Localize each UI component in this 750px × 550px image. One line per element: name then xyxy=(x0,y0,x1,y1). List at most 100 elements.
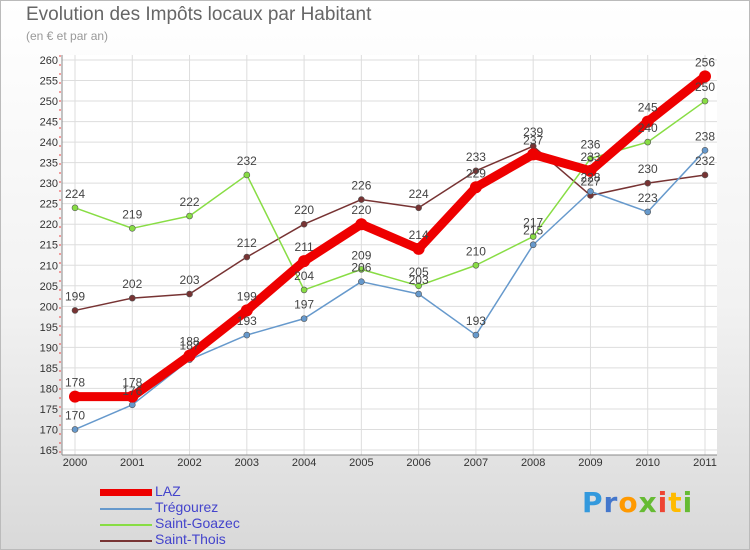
data-point xyxy=(358,278,365,285)
y-tick-label: 255 xyxy=(40,76,58,88)
data-point xyxy=(240,304,253,317)
x-tick-label: 2008 xyxy=(521,457,545,469)
legend-label: LAZ xyxy=(155,483,181,499)
data-label: 232 xyxy=(237,154,257,168)
legend-item-laz: LAZ xyxy=(100,483,320,500)
y-tick-label: 205 xyxy=(40,281,58,293)
legend-swatch-saint-goazec xyxy=(100,524,152,526)
data-point xyxy=(358,196,365,203)
y-tick-label: 165 xyxy=(40,445,58,457)
data-label: 212 xyxy=(237,236,257,250)
data-label: 233 xyxy=(580,150,600,164)
logo-letter: r xyxy=(603,486,619,519)
y-tick-label: 190 xyxy=(40,342,58,354)
data-point xyxy=(415,204,422,212)
y-tick-label: 220 xyxy=(40,219,58,231)
series-line-laz xyxy=(70,71,710,402)
data-label: 197 xyxy=(294,298,314,312)
data-point xyxy=(529,241,537,249)
logo-letter: i xyxy=(657,486,669,519)
data-label: 199 xyxy=(65,289,85,303)
data-label: 237 xyxy=(523,133,543,147)
data-label: 203 xyxy=(180,273,200,287)
x-tick-label: 2000 xyxy=(63,457,87,469)
y-tick-label: 250 xyxy=(40,96,58,108)
legend: LAZ Trégourez Saint-Goazec Saint-Thois xyxy=(100,483,320,548)
x-tick-label: 2002 xyxy=(177,457,201,469)
data-label: 232 xyxy=(695,154,715,168)
logo-letter: x xyxy=(638,486,658,519)
data-point xyxy=(415,290,422,298)
data-point xyxy=(71,307,79,314)
legend-item-saint-goazec: Saint-Goazec xyxy=(100,515,320,532)
data-label: 239 xyxy=(523,125,543,139)
data-label: 220 xyxy=(351,203,371,217)
data-point xyxy=(355,218,368,231)
data-label: 209 xyxy=(351,248,371,262)
data-label: 236 xyxy=(580,138,600,152)
data-label: 256 xyxy=(695,55,715,69)
data-point xyxy=(183,349,196,362)
legend-item-saint-thois: Saint-Thois xyxy=(100,531,320,548)
data-point xyxy=(69,390,81,403)
data-point xyxy=(128,225,136,232)
data-label: 187 xyxy=(180,339,200,353)
data-point xyxy=(701,147,709,154)
series-line-saint-goazec xyxy=(74,100,706,291)
data-point xyxy=(527,148,540,161)
legend-swatch-laz xyxy=(100,489,152,496)
data-point xyxy=(300,220,308,228)
data-label: 245 xyxy=(638,101,658,115)
data-label: 199 xyxy=(237,289,257,303)
data-point xyxy=(186,212,193,220)
data-point xyxy=(358,266,365,273)
y-tick-label: 200 xyxy=(40,301,58,313)
x-tick-label: 2009 xyxy=(578,457,602,469)
y-tick-label: 215 xyxy=(40,240,58,252)
data-point xyxy=(243,253,251,261)
y-tick-label: 260 xyxy=(40,55,58,67)
data-label: 178 xyxy=(65,376,85,390)
data-label: 211 xyxy=(295,240,314,254)
x-tick-label: 2006 xyxy=(406,457,430,469)
data-label: 214 xyxy=(409,228,429,242)
data-label: 178 xyxy=(122,376,142,390)
x-tick-label: 2010 xyxy=(635,457,659,469)
data-label: 205 xyxy=(409,265,429,279)
legend-label: Saint-Goazec xyxy=(155,515,240,531)
data-label: 222 xyxy=(180,195,200,209)
logo-letter: o xyxy=(618,486,639,519)
data-label: 229 xyxy=(466,166,486,180)
data-label: 210 xyxy=(466,244,486,258)
data-point xyxy=(469,181,482,194)
data-label: 233 xyxy=(466,150,486,164)
data-label: 202 xyxy=(122,277,142,291)
x-tick-label: 2001 xyxy=(120,457,144,469)
data-point xyxy=(529,233,537,240)
data-label: 224 xyxy=(409,187,429,201)
chart-subtitle: (en € et par an) xyxy=(26,29,109,43)
legend-swatch-saint-thois xyxy=(100,540,152,542)
data-point xyxy=(126,390,139,403)
data-point xyxy=(300,286,308,294)
data-point xyxy=(243,171,251,179)
data-label: 226 xyxy=(351,179,371,193)
x-tick-label: 2003 xyxy=(235,457,259,469)
data-point xyxy=(300,315,308,322)
data-label: 220 xyxy=(294,203,314,217)
y-tick-label: 245 xyxy=(40,117,58,129)
plot-area xyxy=(62,55,717,455)
data-label: 228 xyxy=(580,170,600,184)
data-label: 223 xyxy=(638,191,658,205)
data-label: 203 xyxy=(409,273,429,287)
data-label: 170 xyxy=(65,408,85,422)
data-point xyxy=(415,282,422,290)
x-tick-label: 2004 xyxy=(292,457,316,469)
y-tick-label: 235 xyxy=(40,158,58,170)
logo-letter: i xyxy=(682,486,694,519)
data-point xyxy=(412,242,425,255)
data-label: 193 xyxy=(237,314,257,328)
x-tick-label: 2005 xyxy=(349,457,373,469)
y-tick-label: 210 xyxy=(40,260,58,272)
